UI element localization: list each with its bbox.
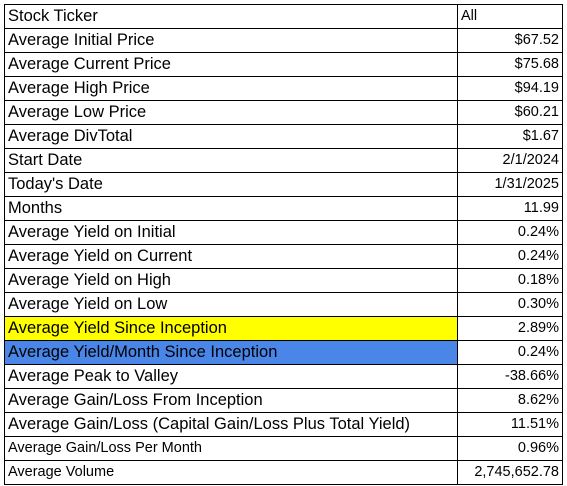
- label-cell[interactable]: Average Yield/Month Since Inception: [4, 340, 458, 365]
- label-cell[interactable]: Average Initial Price: [4, 28, 458, 53]
- row-average-yield-on-high: Average Yield on High 0.18%: [4, 268, 563, 293]
- summary-table: Stock Ticker All Average Initial Price $…: [4, 4, 563, 485]
- label-cell[interactable]: Average Yield on High: [4, 268, 458, 293]
- row-average-gain-loss-total: Average Gain/Loss (Capital Gain/Loss Plu…: [4, 412, 563, 437]
- row-stock-ticker: Stock Ticker All: [4, 4, 563, 29]
- value-cell[interactable]: $60.21: [457, 100, 563, 125]
- row-average-low-price: Average Low Price $60.21: [4, 100, 563, 125]
- value-cell[interactable]: $67.52: [457, 28, 563, 53]
- row-start-date: Start Date 2/1/2024: [4, 148, 563, 173]
- value-cell[interactable]: 0.30%: [457, 292, 563, 317]
- row-average-yield-on-initial: Average Yield on Initial 0.24%: [4, 220, 563, 245]
- label-cell[interactable]: Average Yield on Low: [4, 292, 458, 317]
- row-average-divtotal: Average DivTotal $1.67: [4, 124, 563, 149]
- row-average-yield-on-current: Average Yield on Current 0.24%: [4, 244, 563, 269]
- row-average-current-price: Average Current Price $75.68: [4, 52, 563, 77]
- label-cell[interactable]: Today's Date: [4, 172, 458, 197]
- label-cell[interactable]: Months: [4, 196, 458, 221]
- value-cell[interactable]: 0.24%: [457, 340, 563, 365]
- row-average-initial-price: Average Initial Price $67.52: [4, 28, 563, 53]
- value-cell[interactable]: 0.18%: [457, 268, 563, 293]
- value-cell[interactable]: 2,745,652.78: [457, 460, 563, 485]
- label-cell[interactable]: Average Yield on Current: [4, 244, 458, 269]
- label-cell[interactable]: Average Gain/Loss From Inception: [4, 388, 458, 413]
- label-cell[interactable]: Stock Ticker: [4, 4, 458, 29]
- row-average-peak-to-valley: Average Peak to Valley -38.66%: [4, 364, 563, 389]
- label-cell[interactable]: Average Gain/Loss Per Month: [4, 436, 458, 461]
- row-average-yield-month-since-inception: Average Yield/Month Since Inception 0.24…: [4, 340, 563, 365]
- row-average-yield-since-inception: Average Yield Since Inception 2.89%: [4, 316, 563, 341]
- value-cell[interactable]: 8.62%: [457, 388, 563, 413]
- label-cell[interactable]: Average Peak to Valley: [4, 364, 458, 389]
- row-average-gain-loss-per-month: Average Gain/Loss Per Month 0.96%: [4, 436, 563, 461]
- row-average-gain-loss-from-inception: Average Gain/Loss From Inception 8.62%: [4, 388, 563, 413]
- row-average-volume: Average Volume 2,745,652.78: [4, 460, 563, 485]
- value-cell[interactable]: 2.89%: [457, 316, 563, 341]
- label-cell[interactable]: Start Date: [4, 148, 458, 173]
- label-cell[interactable]: Average Yield on Initial: [4, 220, 458, 245]
- value-cell[interactable]: -38.66%: [457, 364, 563, 389]
- label-cell[interactable]: Average Current Price: [4, 52, 458, 77]
- value-cell[interactable]: 0.96%: [457, 436, 563, 461]
- value-cell[interactable]: $94.19: [457, 76, 563, 101]
- value-cell[interactable]: $75.68: [457, 52, 563, 77]
- value-cell[interactable]: All: [457, 4, 563, 29]
- label-cell[interactable]: Average Gain/Loss (Capital Gain/Loss Plu…: [4, 412, 458, 437]
- value-cell[interactable]: 2/1/2024: [457, 148, 563, 173]
- label-cell[interactable]: Average High Price: [4, 76, 458, 101]
- label-cell[interactable]: Average DivTotal: [4, 124, 458, 149]
- value-cell[interactable]: 1/31/2025: [457, 172, 563, 197]
- row-todays-date: Today's Date 1/31/2025: [4, 172, 563, 197]
- value-cell[interactable]: 0.24%: [457, 220, 563, 245]
- value-cell[interactable]: 0.24%: [457, 244, 563, 269]
- row-average-yield-on-low: Average Yield on Low 0.30%: [4, 292, 563, 317]
- row-months: Months 11.99: [4, 196, 563, 221]
- row-average-high-price: Average High Price $94.19: [4, 76, 563, 101]
- label-cell[interactable]: Average Volume: [4, 460, 458, 485]
- value-cell[interactable]: 11.51%: [457, 412, 563, 437]
- label-cell[interactable]: Average Low Price: [4, 100, 458, 125]
- value-cell[interactable]: $1.67: [457, 124, 563, 149]
- label-cell[interactable]: Average Yield Since Inception: [4, 316, 458, 341]
- value-cell[interactable]: 11.99: [457, 196, 563, 221]
